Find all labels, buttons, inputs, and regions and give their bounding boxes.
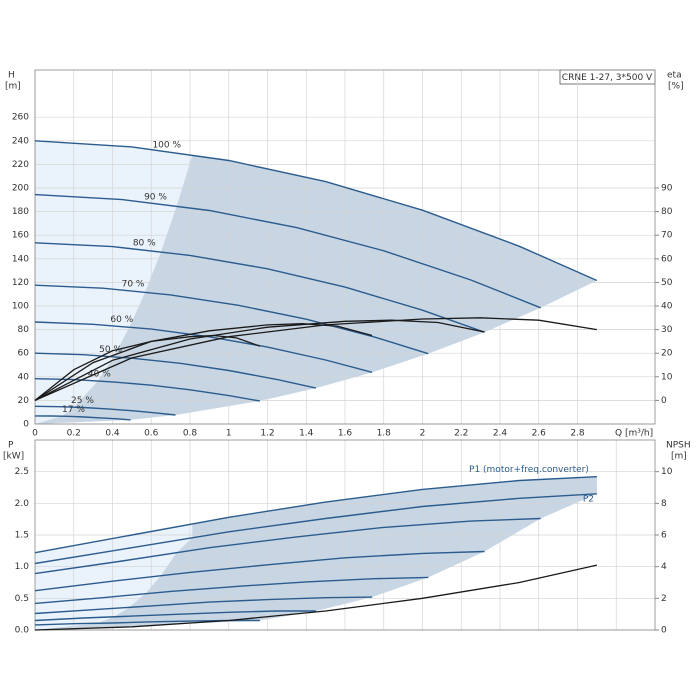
y2-tick-label: 8 — [661, 499, 667, 509]
curve — [34, 415, 131, 421]
curve — [34, 493, 597, 565]
y-tick-label: 100 — [12, 302, 29, 312]
y2-tick-label: 0 — [661, 396, 667, 406]
curve — [34, 576, 429, 605]
curve-label: P1 (motor+freq.converter) — [469, 465, 589, 475]
secondary-curve — [34, 564, 598, 631]
x-tick-label: 2.6 — [532, 429, 547, 439]
y2-axis-label: NPSH — [666, 441, 691, 451]
curve-label: 50 % — [99, 345, 122, 355]
curve-label: 40 % — [88, 370, 111, 380]
curve — [34, 140, 598, 282]
y-tick-label: 2.5 — [15, 467, 29, 477]
y-tick-label: 2.0 — [15, 499, 30, 509]
curve — [34, 193, 541, 309]
curve — [34, 596, 373, 615]
x-tick-label: 0.6 — [144, 429, 159, 439]
x-tick-label: 0.4 — [105, 429, 120, 439]
y-tick-label: 0.5 — [15, 594, 29, 604]
y-axis-label: P — [8, 441, 14, 451]
x-tick-label: 2 — [420, 429, 426, 439]
curve — [34, 321, 373, 373]
x-tick-label: 1.2 — [260, 429, 274, 439]
y-tick-label: 20 — [18, 396, 30, 406]
curve-label: 25 % — [71, 396, 94, 406]
y-tick-label: 220 — [12, 160, 29, 170]
y2-tick-label: 20 — [661, 349, 673, 359]
curve-label: P2 — [583, 494, 594, 504]
y2-tick-label: 60 — [661, 254, 673, 264]
y-tick-label: 0 — [23, 420, 29, 430]
y2-tick-label: 40 — [661, 302, 673, 312]
y-tick-label: 1.0 — [15, 562, 30, 572]
x-tick-label: 1.6 — [338, 429, 353, 439]
x-tick-label: 1 — [226, 429, 232, 439]
y2-tick-label: 30 — [661, 325, 673, 335]
y2-axis-label: eta — [667, 71, 682, 81]
y2-tick-label: 0 — [661, 626, 667, 636]
y2-tick-label: 70 — [661, 231, 673, 241]
curve — [34, 284, 429, 355]
y2-tick-label: 10 — [661, 372, 673, 382]
x-tick-label: 0 — [32, 429, 38, 439]
y2-tick-label: 10 — [661, 467, 673, 477]
y-tick-label: 120 — [12, 278, 29, 288]
plot-frame — [34, 439, 656, 631]
secondary-curve — [34, 334, 261, 401]
curve — [34, 550, 485, 592]
x-tick-label: 2.8 — [570, 429, 585, 439]
x-tick-label: 2.4 — [493, 429, 508, 439]
x-tick-label: 1.8 — [377, 429, 392, 439]
secondary-curve — [34, 323, 373, 401]
x-tick-label: 2.2 — [454, 429, 468, 439]
operating-area-core — [35, 155, 597, 424]
curve — [34, 517, 541, 575]
y2-axis-unit: [%] — [668, 82, 684, 92]
y-tick-label: 260 — [12, 113, 29, 123]
curve — [34, 352, 317, 389]
y-tick-label: 140 — [12, 254, 29, 264]
y-tick-label: 1.5 — [15, 531, 29, 541]
curve — [34, 405, 176, 416]
y-tick-label: 180 — [12, 207, 29, 217]
x-tick-label: 0.2 — [67, 429, 81, 439]
y-axis-unit: [kW] — [3, 452, 24, 462]
curve — [34, 476, 597, 554]
curve-label: 70 % — [122, 280, 145, 290]
y2-tick-label: 2 — [661, 594, 667, 604]
curve — [34, 610, 316, 622]
y-axis-unit: [m] — [5, 82, 21, 92]
y-tick-label: 80 — [18, 325, 30, 335]
curve-label: 17 % — [62, 405, 85, 415]
y-tick-label: 40 — [18, 372, 30, 382]
x-tick-label: 0.8 — [183, 429, 198, 439]
y2-axis-unit: [m] — [671, 452, 687, 462]
curve-label: 100 % — [152, 140, 181, 150]
y2-tick-label: 90 — [661, 184, 673, 194]
secondary-curve — [34, 317, 598, 401]
y2-tick-label: 50 — [661, 278, 673, 288]
plot-frame — [34, 69, 656, 425]
y-tick-label: 160 — [12, 231, 29, 241]
curve-label: 60 % — [110, 315, 133, 325]
y2-tick-label: 4 — [661, 562, 667, 572]
y-axis-label: H — [8, 71, 15, 81]
x-tick-label: 1.4 — [299, 429, 314, 439]
y-tick-label: 200 — [12, 184, 29, 194]
chart-title: CRNE 1-27, 3*500 V — [562, 73, 653, 83]
curve — [34, 242, 485, 333]
y-tick-label: 240 — [12, 136, 29, 146]
y2-tick-label: 80 — [661, 207, 673, 217]
y-tick-label: 0.0 — [15, 626, 30, 636]
x-axis-label: Q [m³/h] — [615, 429, 653, 439]
y2-tick-label: 6 — [661, 531, 667, 541]
curve-label: 90 % — [144, 192, 167, 202]
curve-label: 80 % — [133, 239, 156, 249]
y-tick-label: 60 — [18, 349, 30, 359]
